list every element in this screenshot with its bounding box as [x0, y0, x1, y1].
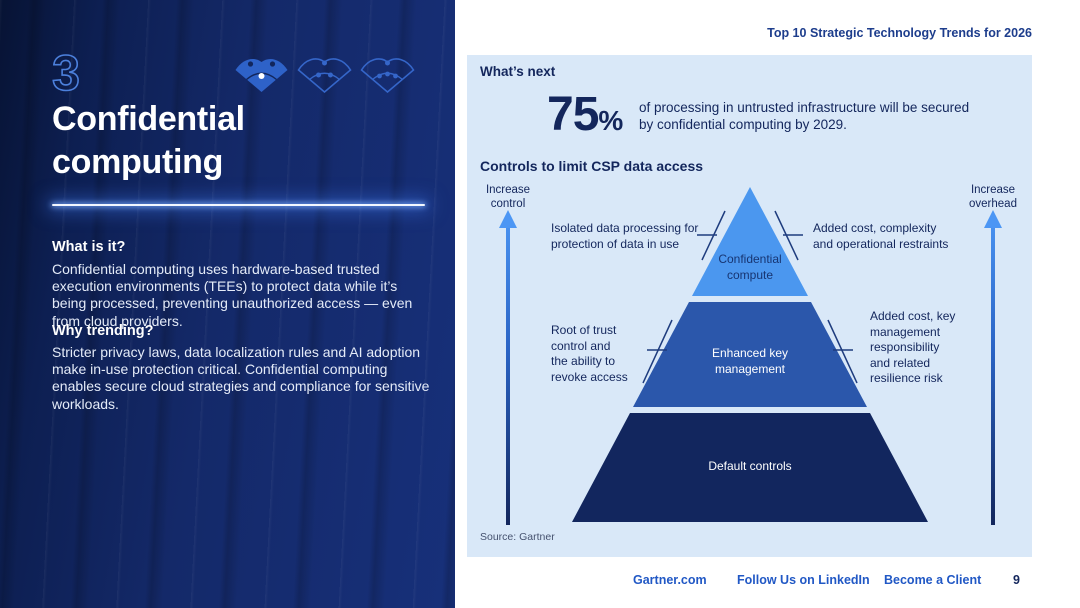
increase-overhead-label: Increase overhead: [969, 184, 1017, 210]
infographic-panel: What’s next 75% of processing in untrust…: [467, 55, 1032, 557]
stat-number: 75: [547, 88, 599, 141]
footer-link-become-client[interactable]: Become a Client: [884, 573, 982, 587]
trend-number-text: 3: [52, 45, 80, 101]
page-number: 9: [1013, 573, 1020, 587]
tier-label-confidential-compute: Confidential compute: [718, 252, 782, 282]
note-root-of-trust: Root of trust control and the ability to…: [551, 323, 628, 384]
trend-maturity-icons: [233, 55, 416, 93]
increase-control-label: Increase control: [485, 184, 531, 210]
stat-description: of processing in untrusted infrastructur…: [639, 100, 970, 132]
whats-next-label: What’s next: [480, 64, 556, 79]
footer-link-linkedin[interactable]: Follow Us on LinkedIn: [737, 573, 870, 587]
trend-sidebar: 3: [0, 0, 455, 608]
fan-gauge-outline-icon: [360, 58, 415, 93]
stat-value: 75%: [547, 91, 623, 139]
source-attribution: Source: Gartner: [480, 531, 555, 543]
trend-number-outline: 3: [51, 44, 80, 102]
divider-glow-line: [52, 204, 425, 206]
what-is-it-body: Confidential computing uses hardware-bas…: [52, 261, 413, 329]
fan-gauge-outline-icon: [297, 58, 352, 93]
tier-label-default-controls: Default controls: [708, 459, 792, 473]
tier-label-enhanced-key-management: Enhanced key management: [711, 346, 789, 376]
report-title: Top 10 Strategic Technology Trends for 2…: [767, 26, 1032, 40]
increase-control-arrow-icon: [499, 210, 517, 525]
what-is-it-heading: What is it?: [52, 239, 126, 255]
stat-percent-sign: %: [598, 105, 624, 136]
why-trending-body: Stricter privacy laws, data localization…: [52, 344, 430, 412]
note-isolated-data-processing: Isolated data processing for protection …: [551, 221, 699, 251]
page-title: Confidential computing: [52, 100, 245, 181]
why-trending-heading: Why trending?: [52, 323, 154, 339]
note-added-cost-complexity: Added cost, complexity and operational r…: [813, 221, 949, 251]
fan-gauge-filled-icon: [235, 58, 288, 92]
note-added-cost-key-mgmt: Added cost, key management responsibilit…: [870, 309, 956, 385]
diagram-title: Controls to limit CSP data access: [480, 158, 704, 174]
footer-link-gartner-com[interactable]: Gartner.com: [633, 573, 707, 587]
